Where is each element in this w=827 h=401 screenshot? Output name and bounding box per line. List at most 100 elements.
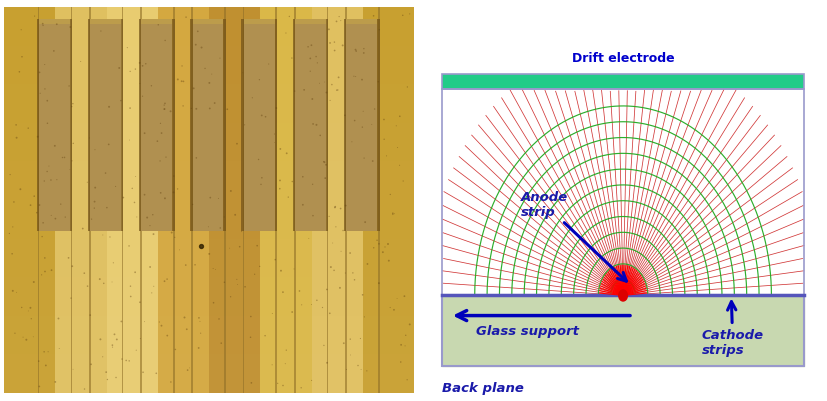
Point	[28, 14, 41, 20]
Point	[179, 262, 192, 269]
Point	[353, 335, 366, 342]
Bar	[4, 47, 414, 66]
Point	[329, 224, 342, 231]
Point	[252, 77, 265, 84]
Point	[296, 174, 309, 180]
Point	[270, 380, 284, 387]
Point	[294, 302, 308, 308]
Point	[36, 220, 50, 227]
Bar	[4, 374, 414, 393]
Point	[285, 309, 299, 316]
Point	[133, 61, 146, 67]
Point	[194, 45, 208, 52]
Bar	[39, 20, 69, 231]
Bar	[294, 8, 295, 393]
Point	[187, 86, 200, 92]
Point	[218, 214, 231, 221]
Point	[265, 362, 279, 368]
Point	[323, 41, 337, 47]
Point	[66, 366, 79, 373]
Point	[356, 46, 370, 53]
Point	[151, 22, 165, 29]
Point	[15, 27, 28, 34]
Bar	[70, 8, 72, 393]
Point	[50, 177, 64, 183]
Point	[54, 201, 67, 208]
Point	[218, 279, 231, 286]
Point	[313, 81, 326, 87]
Point	[356, 109, 370, 115]
Point	[319, 162, 332, 168]
Point	[65, 104, 79, 111]
Point	[147, 284, 160, 290]
Point	[354, 366, 367, 373]
Point	[336, 228, 349, 234]
Point	[333, 285, 347, 292]
Point	[357, 314, 370, 320]
Point	[338, 113, 351, 119]
Point	[305, 97, 318, 103]
Point	[394, 342, 407, 348]
Point	[246, 95, 259, 102]
Point	[175, 64, 189, 70]
Bar	[442, 90, 803, 296]
Point	[158, 107, 171, 113]
Point	[6, 224, 19, 231]
Point	[96, 354, 109, 360]
Point	[6, 251, 19, 257]
Point	[141, 215, 154, 221]
Bar	[442, 296, 803, 366]
Point	[101, 377, 114, 383]
Point	[213, 56, 227, 62]
Point	[145, 290, 158, 296]
Bar	[173, 8, 174, 393]
Point	[80, 180, 93, 186]
Point	[124, 294, 137, 300]
Point	[356, 51, 370, 57]
Point	[96, 232, 109, 239]
Bar	[244, 20, 275, 231]
Bar	[172, 20, 174, 231]
Bar	[275, 8, 277, 393]
Bar	[224, 8, 226, 393]
Point	[280, 151, 293, 157]
Point	[288, 89, 301, 95]
Point	[191, 29, 204, 35]
Point	[155, 131, 168, 137]
Point	[371, 79, 385, 86]
Point	[16, 55, 29, 61]
Point	[62, 83, 75, 90]
Point	[332, 75, 345, 81]
Point	[155, 323, 168, 329]
Point	[324, 264, 337, 271]
Point	[336, 43, 349, 49]
Point	[323, 310, 336, 317]
Bar	[88, 20, 90, 231]
Bar	[442, 296, 803, 366]
Point	[347, 74, 360, 80]
Point	[41, 121, 54, 127]
Point	[285, 56, 299, 62]
Point	[184, 106, 198, 112]
Point	[213, 316, 226, 322]
Point	[106, 344, 119, 350]
Point	[403, 12, 416, 18]
Point	[328, 204, 342, 211]
Point	[78, 386, 91, 392]
Point	[390, 123, 403, 130]
Bar	[376, 20, 379, 231]
Point	[94, 29, 108, 35]
Point	[309, 122, 323, 129]
Point	[10, 135, 23, 142]
Bar	[141, 20, 172, 231]
Point	[189, 155, 203, 162]
Point	[205, 72, 218, 78]
Bar	[4, 8, 414, 27]
Point	[58, 155, 71, 161]
Point	[2, 231, 16, 237]
Point	[194, 243, 208, 250]
Bar	[4, 258, 414, 277]
Circle shape	[618, 290, 627, 301]
Point	[400, 85, 414, 91]
Point	[322, 27, 335, 33]
